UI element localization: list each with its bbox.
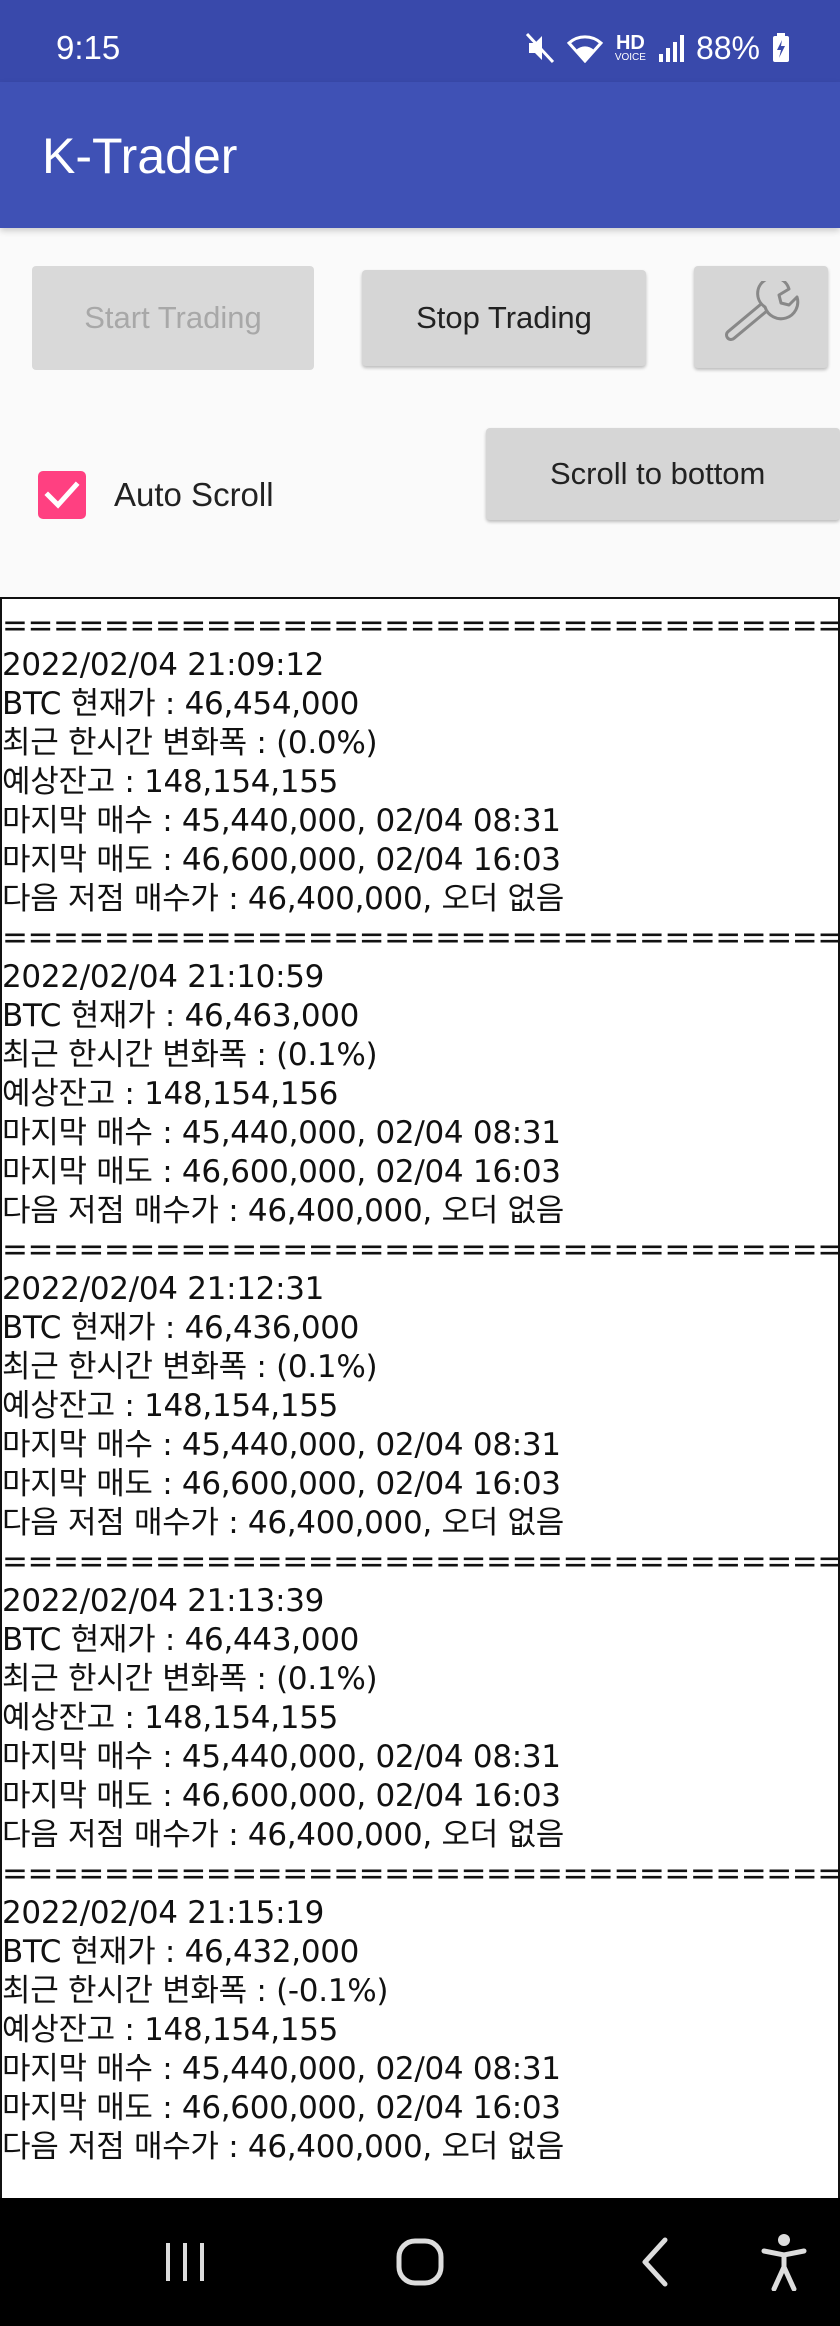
start-trading-button[interactable]: Start Trading [32, 266, 314, 370]
log-content: ========================================… [2, 607, 838, 2167]
hd-label: HD [615, 32, 645, 54]
accessibility-button[interactable] [744, 2198, 824, 2326]
log-timestamp: 2022/02/04 21:12:31 [2, 1271, 325, 1307]
log-last-buy: 마지막 매수 : 45,440,000, 02/04 08:31 [2, 1115, 561, 1151]
log-balance: 예상잔고 : 148,154,155 [2, 1388, 339, 1424]
settings-button[interactable] [694, 266, 828, 368]
log-change: 최근 한시간 변화폭 : (0.1%) [2, 1349, 378, 1385]
log-balance: 예상잔고 : 148,154,155 [2, 764, 339, 800]
status-bar: 9:15 HD VOICE 88% [0, 0, 840, 82]
auto-scroll-label: Auto Scroll [114, 476, 274, 513]
voice-label: VOICE [614, 52, 646, 63]
app-title: K-Trader [42, 128, 238, 184]
log-balance: 예상잔고 : 148,154,155 [2, 2012, 339, 2048]
checkmark-icon [44, 481, 80, 509]
scroll-to-bottom-button[interactable]: Scroll to bottom [486, 428, 840, 520]
auto-scroll-checkbox[interactable]: Auto Scroll [38, 470, 274, 520]
log-entry: ========================================… [2, 1543, 838, 1855]
log-balance: 예상잔고 : 148,154,155 [2, 1700, 339, 1736]
log-entry: ========================================… [2, 919, 838, 1231]
log-last-buy: 마지막 매수 : 45,440,000, 02/04 08:31 [2, 2051, 561, 2087]
log-timestamp: 2022/02/04 21:09:12 [2, 647, 325, 683]
mute-icon [525, 32, 555, 64]
log-separator: ========================================… [2, 1232, 838, 1268]
wrench-icon [721, 276, 801, 353]
log-price: BTC 현재가 : 46,454,000 [2, 686, 360, 722]
log-entry: ========================================… [2, 1231, 838, 1543]
log-next-buy: 다음 저점 매수가 : 46,400,000, 오더 없음 [2, 1817, 564, 1853]
status-time: 9:15 [56, 29, 121, 66]
battery-percent: 88% [695, 30, 760, 66]
log-timestamp: 2022/02/04 21:10:59 [2, 959, 325, 995]
log-separator: ========================================… [2, 608, 838, 644]
log-timestamp: 2022/02/04 21:13:39 [2, 1583, 325, 1619]
log-separator: ========================================… [2, 1544, 838, 1580]
recents-icon [166, 2243, 204, 2281]
log-timestamp: 2022/02/04 21:15:19 [2, 1895, 325, 1931]
log-next-buy: 다음 저점 매수가 : 46,400,000, 오더 없음 [2, 2129, 564, 2165]
hd-voice-icon: HD VOICE [615, 33, 646, 63]
log-price: BTC 현재가 : 46,463,000 [2, 998, 360, 1034]
log-last-buy: 마지막 매수 : 45,440,000, 02/04 08:31 [2, 1427, 561, 1463]
back-button[interactable] [610, 2198, 700, 2326]
stop-trading-button[interactable]: Stop Trading [362, 270, 646, 366]
home-icon [396, 2238, 444, 2286]
log-separator: ========================================… [2, 1856, 838, 1892]
log-change: 최근 한시간 변화폭 : (0.1%) [2, 1037, 378, 1073]
log-last-sell: 마지막 매도 : 46,600,000, 02/04 16:03 [2, 1154, 561, 1190]
log-entry: ========================================… [2, 607, 838, 919]
wifi-icon [566, 33, 603, 63]
log-next-buy: 다음 저점 매수가 : 46,400,000, 오더 없음 [2, 881, 564, 917]
log-price: BTC 현재가 : 46,443,000 [2, 1622, 360, 1658]
navigation-bar [0, 2198, 840, 2326]
accessibility-icon [761, 2234, 807, 2291]
log-last-sell: 마지막 매도 : 46,600,000, 02/04 16:03 [2, 1778, 561, 1814]
log-change: 최근 한시간 변화폭 : (0.0%) [2, 725, 378, 761]
log-change: 최근 한시간 변화폭 : (0.1%) [2, 1661, 378, 1697]
log-panel[interactable]: ========================================… [0, 597, 840, 2200]
back-icon [642, 2237, 668, 2287]
log-last-sell: 마지막 매도 : 46,600,000, 02/04 16:03 [2, 1466, 561, 1502]
signal-icon [658, 34, 684, 62]
log-last-buy: 마지막 매수 : 45,440,000, 02/04 08:31 [2, 1739, 561, 1775]
log-last-sell: 마지막 매도 : 46,600,000, 02/04 16:03 [2, 842, 561, 878]
recents-button[interactable] [140, 2198, 230, 2326]
log-price: BTC 현재가 : 46,432,000 [2, 1934, 360, 1970]
log-next-buy: 다음 저점 매수가 : 46,400,000, 오더 없음 [2, 1505, 564, 1541]
home-button[interactable] [375, 2198, 465, 2326]
checkbox-box[interactable] [38, 471, 86, 519]
log-next-buy: 다음 저점 매수가 : 46,400,000, 오더 없음 [2, 1193, 564, 1229]
log-price: BTC 현재가 : 46,436,000 [2, 1310, 360, 1346]
log-change: 최근 한시간 변화폭 : (-0.1%) [2, 1973, 389, 2009]
log-separator: ========================================… [2, 920, 838, 956]
log-entry: ========================================… [2, 1855, 838, 2167]
app-bar: K-Trader [0, 82, 840, 228]
log-last-buy: 마지막 매수 : 45,440,000, 02/04 08:31 [2, 803, 561, 839]
log-balance: 예상잔고 : 148,154,156 [2, 1076, 339, 1112]
status-icons: HD VOICE 88% [525, 26, 790, 70]
log-last-sell: 마지막 매도 : 46,600,000, 02/04 16:03 [2, 2090, 561, 2126]
battery-charging-icon [772, 33, 790, 63]
